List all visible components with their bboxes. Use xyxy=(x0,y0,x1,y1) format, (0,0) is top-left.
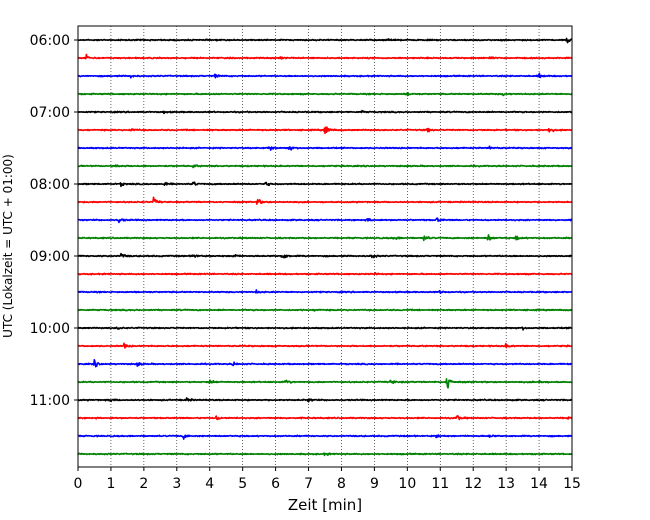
seismic-trace xyxy=(77,378,573,389)
x-axis-ticks: 0 1 2 3 4 5 6 7 8 9 10 11 12 13 14 15 xyxy=(74,467,581,492)
x-tick-label: 14 xyxy=(530,476,548,492)
y-tick-label: 08:00 xyxy=(30,177,70,193)
seismic-trace xyxy=(77,397,573,403)
x-tick-label: 10 xyxy=(398,476,416,492)
seismic-trace xyxy=(77,145,573,151)
seismic-trace xyxy=(77,126,573,135)
x-tick-label: 8 xyxy=(337,476,346,492)
x-tick-label: 5 xyxy=(238,476,247,492)
x-tick-label: 13 xyxy=(497,476,515,492)
seismic-trace xyxy=(77,342,573,349)
x-tick-label: 4 xyxy=(205,476,214,492)
seismic-trace xyxy=(77,326,573,331)
seismic-trace xyxy=(77,53,573,60)
x-tick-label: 3 xyxy=(172,476,181,492)
x-tick-label: 9 xyxy=(370,476,379,492)
x-tick-label: 15 xyxy=(563,476,581,492)
seismic-trace xyxy=(77,415,573,421)
seismic-trace xyxy=(77,164,573,169)
y-axis-ticks: 06:00 07:00 08:00 09:00 10:00 11:00 xyxy=(30,33,78,409)
seismic-trace xyxy=(77,109,573,115)
x-tick-label: 0 xyxy=(74,476,83,492)
plot-frame xyxy=(77,25,573,468)
seismic-trace xyxy=(77,358,573,368)
seismic-trace xyxy=(77,252,573,259)
x-tick-label: 7 xyxy=(304,476,313,492)
y-tick-label: 09:00 xyxy=(30,249,70,265)
seismic-traces xyxy=(77,37,573,457)
seismic-trace xyxy=(77,308,573,312)
seismic-trace xyxy=(77,272,573,276)
seismic-trace xyxy=(77,234,573,242)
seismic-trace xyxy=(77,452,573,457)
seismic-trace xyxy=(77,196,573,205)
x-axis-label: Zeit [min] xyxy=(288,496,362,514)
x-tick-label: 11 xyxy=(431,476,449,492)
x-tick-label: 1 xyxy=(106,476,115,492)
y-tick-label: 11:00 xyxy=(30,393,70,409)
y-tick-label: 07:00 xyxy=(30,105,70,121)
x-tick-label: 2 xyxy=(139,476,148,492)
seismic-trace xyxy=(77,181,573,188)
seismic-trace xyxy=(77,217,573,224)
x-tick-label: 12 xyxy=(464,476,482,492)
y-tick-label: 06:00 xyxy=(30,33,70,49)
x-tick-label: 6 xyxy=(271,476,280,492)
seismic-trace xyxy=(77,434,573,440)
seismic-trace xyxy=(77,37,573,44)
seismic-trace xyxy=(77,72,573,79)
y-axis-label: UTC (Lokalzeit = UTC + 01:00) xyxy=(1,154,15,338)
seismic-trace xyxy=(77,289,573,295)
seismic-trace xyxy=(77,91,573,97)
y-tick-label: 10:00 xyxy=(30,321,70,337)
